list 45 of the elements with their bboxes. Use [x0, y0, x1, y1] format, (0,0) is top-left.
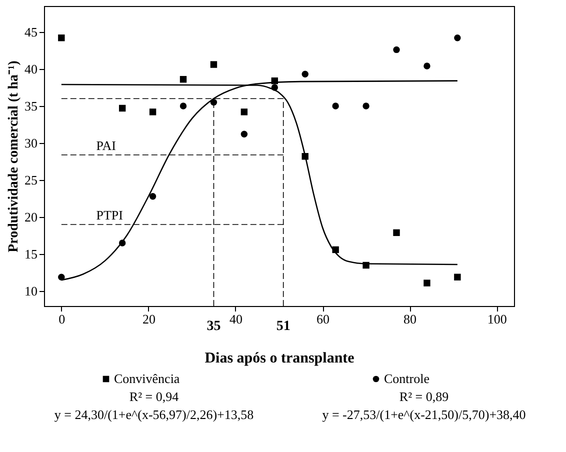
y-tick-label: 25: [24, 172, 38, 188]
point: [149, 193, 156, 200]
text: y = -27,53/(1+e^(x-21,50)/5,70)+38,40: [322, 407, 526, 422]
x-tick-label: 20: [142, 312, 156, 326]
legend-label: Convivência: [114, 371, 180, 386]
text: R² = 0,94: [129, 389, 180, 404]
point: [149, 108, 156, 116]
point: [180, 102, 187, 110]
point: [424, 280, 430, 286]
legend-label: Controle: [384, 371, 430, 386]
ref-line-label: 35: [206, 319, 221, 334]
x-tick-label: 100: [487, 312, 507, 326]
point: [424, 62, 430, 70]
point: [58, 34, 65, 42]
point: [454, 34, 461, 42]
point: [118, 104, 126, 112]
ref-line-label: PAI: [96, 138, 116, 153]
point: [393, 46, 400, 54]
text: R² = 0,89: [399, 389, 449, 404]
y-tick-label: 15: [24, 246, 38, 262]
point: [393, 229, 400, 236]
x-tick-label: 80: [404, 312, 417, 326]
y-axis-title: Produtividade comercial (t ha⁻¹): [6, 60, 22, 252]
point: [454, 274, 461, 280]
y-tick-label: 10: [24, 284, 38, 299]
point: [240, 108, 248, 116]
x-axis-title: Dias após o transplante: [204, 350, 355, 366]
x-tick-label: 40: [229, 312, 242, 326]
y-tick-label: 20: [24, 210, 38, 225]
text: y = 24,30/(1+e^(x-56,97)/2,26)+13,58: [54, 407, 254, 422]
ref-line-label: 51: [276, 319, 290, 334]
point: [210, 61, 218, 68]
point: [302, 70, 308, 78]
point: [180, 76, 187, 83]
point: [58, 274, 65, 280]
x-tick-label: 0: [58, 312, 66, 326]
point: [362, 102, 370, 110]
y-tick-label: 30: [24, 136, 38, 151]
ref-line-label: PTPI: [96, 208, 123, 223]
y-tick-label: 35: [24, 98, 38, 114]
y-tick-label: 45: [24, 24, 38, 40]
y-tick-label: 40: [24, 61, 38, 76]
point: [332, 102, 339, 110]
point: [240, 130, 248, 138]
x-tick-label: 60: [316, 312, 330, 326]
